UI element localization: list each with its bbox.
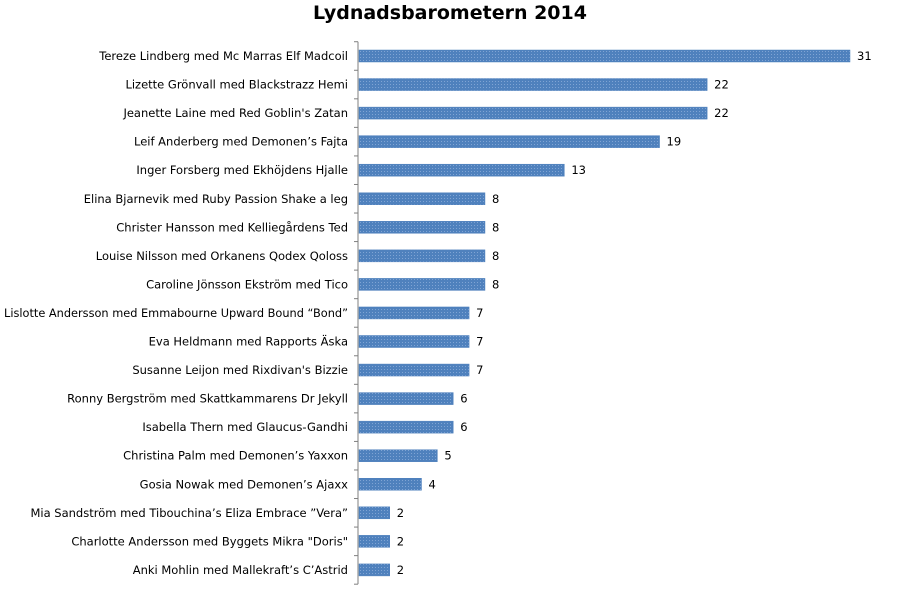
value-label: 19 [667, 135, 682, 149]
value-label: 2 [397, 563, 404, 577]
category-label: Susanne Leijon med Rixdivan's Bizzie [132, 363, 348, 377]
bar [358, 563, 390, 577]
bar [358, 249, 486, 263]
category-label: Gosia Nowak med Demonen’s Ajaxx [140, 477, 349, 491]
category-label: Elina Bjarnevik med Ruby Passion Shake a… [84, 192, 348, 206]
category-label: Tereze Lindberg med Mc Marras Elf Madcoi… [98, 49, 348, 63]
chart-title: Lydnadsbarometern 2014 [313, 2, 587, 24]
category-label: Lislotte Andersson med Emmabourne Upward… [4, 306, 348, 320]
category-label: Mia Sandström med Tibouchina’s Eliza Emb… [30, 506, 348, 520]
bar [358, 135, 660, 148]
category-label: Inger Forsberg med Ekhöjdens Hjalle [136, 163, 348, 177]
bar [358, 106, 708, 120]
value-label: 7 [476, 306, 483, 320]
bar [358, 535, 390, 548]
value-label: 6 [460, 392, 467, 406]
bar [358, 192, 486, 205]
bar [358, 506, 390, 520]
bar [358, 449, 438, 462]
value-label: 22 [714, 78, 729, 92]
value-label: 2 [397, 506, 404, 520]
bar [358, 420, 454, 434]
bar [358, 363, 470, 377]
category-label: Isabella Thern med Glaucus-Gandhi [142, 420, 348, 434]
bar [358, 221, 486, 234]
value-label: 7 [476, 335, 483, 349]
bar [358, 278, 486, 291]
value-label: 8 [492, 277, 499, 291]
category-label: Ronny Bergström med Skattkammarens Dr Je… [67, 392, 348, 406]
value-label: 13 [571, 163, 586, 177]
value-label: 8 [492, 220, 499, 234]
category-label: Eva Heldmann med Rapports Äska [149, 334, 348, 349]
category-label: Leif Anderberg med Demonen’s Fajta [134, 135, 348, 149]
category-label: Lizette Grönvall med Blackstrazz Hemi [125, 78, 348, 92]
bar [358, 306, 470, 320]
category-label: Caroline Jönsson Ekström med Tico [146, 277, 348, 291]
value-label: 5 [444, 449, 451, 463]
bar [358, 163, 565, 177]
value-label: 31 [857, 49, 872, 63]
category-label: Anki Mohlin med Mallekraft’s C’Astrid [133, 563, 348, 577]
category-label: Christer Hansson med Kelliegårdens Ted [116, 220, 348, 234]
category-label: Christina Palm med Demonen’s Yaxxon [123, 449, 348, 463]
category-label: Charlotte Andersson med Byggets Mikra "D… [71, 534, 348, 548]
bar [358, 335, 470, 348]
value-label: 4 [428, 477, 435, 491]
value-label: 22 [714, 106, 729, 120]
value-label: 7 [476, 363, 483, 377]
value-label: 8 [492, 249, 499, 263]
category-label: Jeanette Laine med Red Goblin's Zatan [122, 106, 348, 120]
bar [358, 478, 422, 491]
category-label: Louise Nilsson med Orkanens Qodex Qoloss [96, 249, 348, 263]
bar [358, 78, 708, 91]
value-label: 8 [492, 192, 499, 206]
bar [358, 392, 454, 405]
value-label: 6 [460, 420, 467, 434]
value-label: 2 [397, 534, 404, 548]
bar [358, 49, 851, 63]
